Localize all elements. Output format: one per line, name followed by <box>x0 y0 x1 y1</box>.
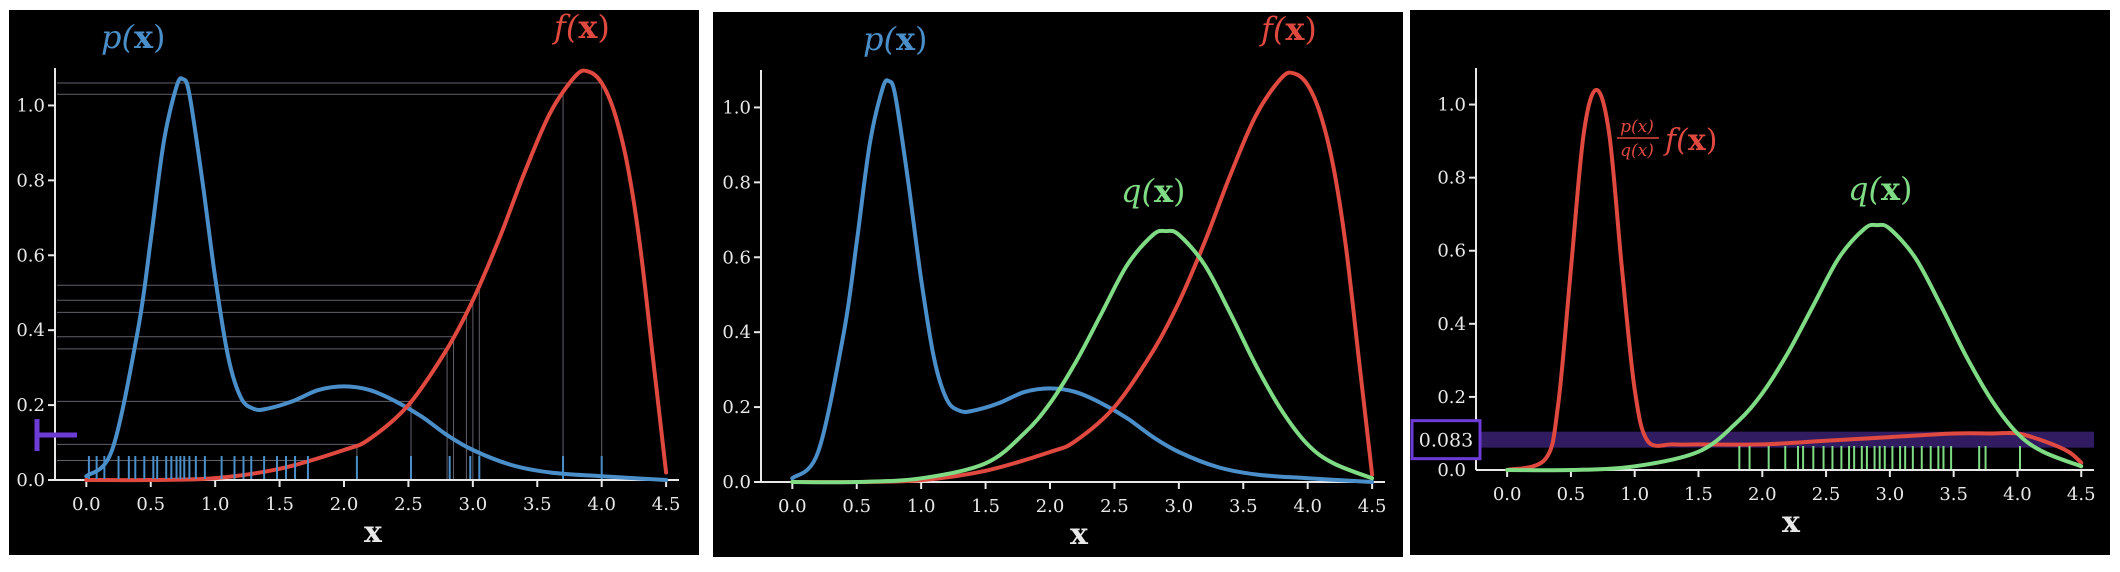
x-axis-label: x <box>364 515 383 550</box>
chart-3-svg: 0.0 0.5 1.0 1.5 2.0 2.5 3.0 3.5 4.0 4.5 0.2 0.4 0.6 0… <box>1410 68 2096 540</box>
x-tick-label: 4.0 <box>2003 484 2032 505</box>
x-tick-label: 0.5 <box>136 494 165 515</box>
series-line-qx <box>1505 222 2084 473</box>
x-tick-label: 0.5 <box>1557 484 1586 505</box>
y-tick-label: 0.8 <box>1437 168 1466 189</box>
y-tick-label: 1.0 <box>722 97 751 118</box>
x-tick-label: 1.0 <box>907 496 936 517</box>
x-tick-label: 4.5 <box>1358 496 1387 517</box>
x-tick-label: 4.5 <box>652 494 681 515</box>
y-tick-label: 1.0 <box>1437 95 1466 116</box>
x-tick-label: 1.5 <box>971 496 1000 517</box>
series-label-px: p(x) <box>863 20 928 58</box>
series-label-text: f(x) <box>1663 123 1717 158</box>
series-line-px <box>84 76 669 482</box>
series-label-px: p(x) <box>101 18 166 56</box>
x-tick-label: 4.0 <box>1293 496 1322 517</box>
series-line-px <box>790 78 1375 484</box>
x-tick-label: 1.5 <box>265 494 294 515</box>
fraction-numerator: p(x) <box>1620 117 1654 137</box>
y-tick-label: 0.2 <box>16 395 45 416</box>
x-tick-label: 1.0 <box>1620 484 1649 505</box>
series-label-fx: f(x) <box>552 10 610 46</box>
x-tick-label: 1.0 <box>201 494 230 515</box>
chart-2-svg: 0.0 0.5 1.0 1.5 2.0 2.5 3.0 3.5 4.0 4.5 0.0 0.2 0.4 0… <box>722 12 1387 552</box>
y-tick-label: 0.2 <box>722 397 751 418</box>
y-tick-label: 0.6 <box>16 245 45 266</box>
x-tick-label: 2.5 <box>1812 484 1841 505</box>
estimate-box <box>1410 419 1482 461</box>
x-axis-label: x <box>1782 505 1801 540</box>
x-tick-label: 0.0 <box>72 494 101 515</box>
fraction-denominator: q(x) <box>1620 141 1654 161</box>
chart-panel-importance-weighted: 0.0 0.5 1.0 1.5 2.0 2.5 3.0 3.5 4.0 4.5 0.2 0.4 0.6 0… <box>1410 10 2110 555</box>
chart-panel-samples-from-p: 0.0 0.5 1.0 1.5 2.0 2.5 3.0 3.5 4.0 4.5 0.0 0.2 0.4 0… <box>9 10 699 555</box>
y-tick-label: 0.8 <box>722 172 751 193</box>
series-label-fx: f(x) <box>1259 12 1317 48</box>
x-tick-label: 0.0 <box>1493 484 1522 505</box>
series-label-qx: q(x) <box>1121 172 1186 210</box>
x-tick-label: 0.5 <box>842 496 871 517</box>
y-tick-label: 0.4 <box>16 320 45 341</box>
series-line-fx <box>84 68 669 483</box>
y-tick-label: 0.0 <box>722 472 751 493</box>
series-line-pxqxfx <box>1505 87 2084 472</box>
x-tick-label: 3.5 <box>523 494 552 515</box>
y-tick-label: 0.0 <box>16 470 45 491</box>
x-tick-label: 3.0 <box>459 494 488 515</box>
y-tick-label: 0.4 <box>722 322 751 343</box>
y-tick-label: 0.4 <box>1437 314 1466 335</box>
x-tick-label: 0.0 <box>778 496 807 517</box>
chart-panel-three-densities: 0.0 0.5 1.0 1.5 2.0 2.5 3.0 3.5 4.0 4.5 0.0 0.2 0.4 0… <box>713 12 1403 557</box>
series-label-weighted-f: p(x) q(x) f(x) <box>1617 117 1717 161</box>
x-tick-label: 2.5 <box>394 494 423 515</box>
x-tick-label: 2.5 <box>1100 496 1129 517</box>
x-tick-label: 2.0 <box>1748 484 1777 505</box>
series-label-qx: q(x) <box>1848 170 1913 208</box>
chart-1-svg: 0.0 0.5 1.0 1.5 2.0 2.5 3.0 3.5 4.0 4.5 0.0 0.2 0.4 0… <box>16 10 681 550</box>
y-tick-label: 0.0 <box>1437 460 1466 481</box>
x-tick-label: 2.0 <box>1036 496 1065 517</box>
y-tick-label: 0.8 <box>16 170 45 191</box>
x-axis-label: x <box>1070 517 1089 552</box>
estimate-label: 0.083 <box>1419 430 1473 452</box>
x-tick-label: 3.0 <box>1876 484 1905 505</box>
x-tick-label: 1.5 <box>1684 484 1713 505</box>
y-tick-label: 0.6 <box>722 247 751 268</box>
x-tick-label: 3.0 <box>1165 496 1194 517</box>
series-line-fx <box>790 70 1375 485</box>
x-tick-label: 2.0 <box>330 494 359 515</box>
x-tick-label: 4.0 <box>587 494 616 515</box>
y-tick-label: 0.2 <box>1437 387 1466 408</box>
x-tick-label: 3.5 <box>1939 484 1968 505</box>
y-tick-label: 0.6 <box>1437 241 1466 262</box>
y-tick-label: 1.0 <box>16 95 45 116</box>
x-tick-label: 4.5 <box>2067 484 2096 505</box>
x-tick-label: 3.5 <box>1229 496 1258 517</box>
series-line-qx <box>790 228 1375 485</box>
